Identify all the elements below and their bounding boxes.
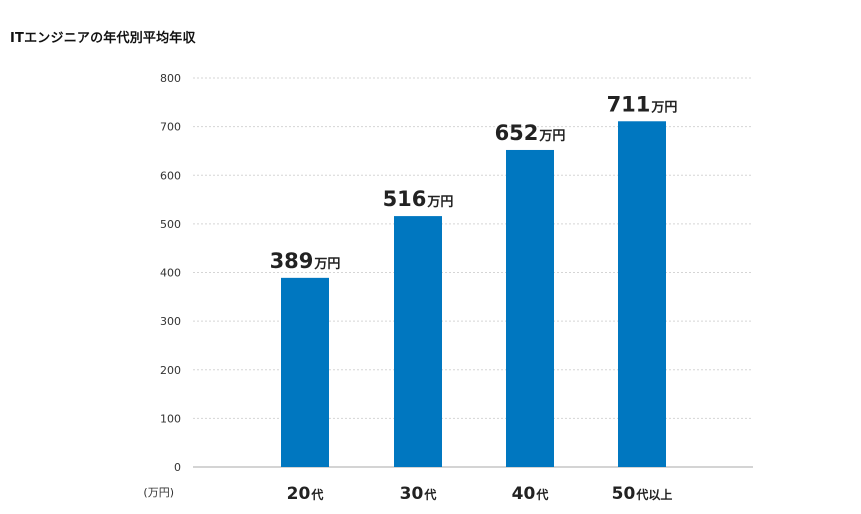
x-category-label: 40代 [512, 484, 549, 504]
category-number: 50 [612, 484, 636, 504]
value-label: 711万円 [607, 92, 678, 116]
value-unit: 万円 [313, 257, 340, 272]
value-unit: 万円 [426, 195, 453, 210]
chart-title: ITエンジニアの年代別平均年収 [10, 31, 196, 46]
bar [394, 216, 442, 467]
y-tick-label: 600 [160, 169, 181, 182]
bars [281, 121, 666, 468]
y-tick-label: 0 [174, 461, 181, 474]
y-tick-label: 800 [160, 72, 181, 85]
value-unit: 万円 [538, 129, 565, 144]
value-unit: 万円 [650, 100, 677, 115]
bar [618, 121, 666, 468]
value-number: 711 [607, 92, 651, 116]
value-label: 389万円 [270, 249, 341, 273]
category-number: 20 [287, 484, 311, 504]
category-number: 40 [512, 484, 536, 504]
x-category-label: 30代 [400, 484, 437, 504]
category-suffix: 代 [310, 487, 323, 502]
bar [281, 277, 329, 467]
category-suffix: 代以上 [635, 487, 672, 502]
value-label: 652万円 [495, 121, 566, 145]
y-tick-label: 700 [160, 121, 181, 134]
y-tick-label: 400 [160, 267, 181, 280]
value-number: 516 [383, 187, 427, 211]
value-number: 652 [495, 121, 539, 145]
category-number: 30 [400, 484, 424, 504]
bar [506, 149, 554, 467]
value-label: 516万円 [383, 187, 454, 211]
y-tick-label: 200 [160, 364, 181, 377]
y-tick-label: 100 [160, 412, 181, 425]
y-tick-label: 500 [160, 218, 181, 231]
category-suffix: 代 [423, 487, 436, 502]
x-category-label: 50代以上 [612, 484, 673, 504]
value-number: 389 [270, 249, 314, 273]
x-axis-categories: 20代 30代 40代 50代以上 [287, 484, 673, 504]
y-axis-unit-label: (万円) [143, 486, 174, 499]
x-category-label: 20代 [287, 484, 324, 504]
y-tick-label: 300 [160, 315, 181, 328]
category-suffix: 代 [535, 487, 548, 502]
y-axis-ticks: 0 100 200 300 400 500 600 700 800 [160, 72, 181, 474]
